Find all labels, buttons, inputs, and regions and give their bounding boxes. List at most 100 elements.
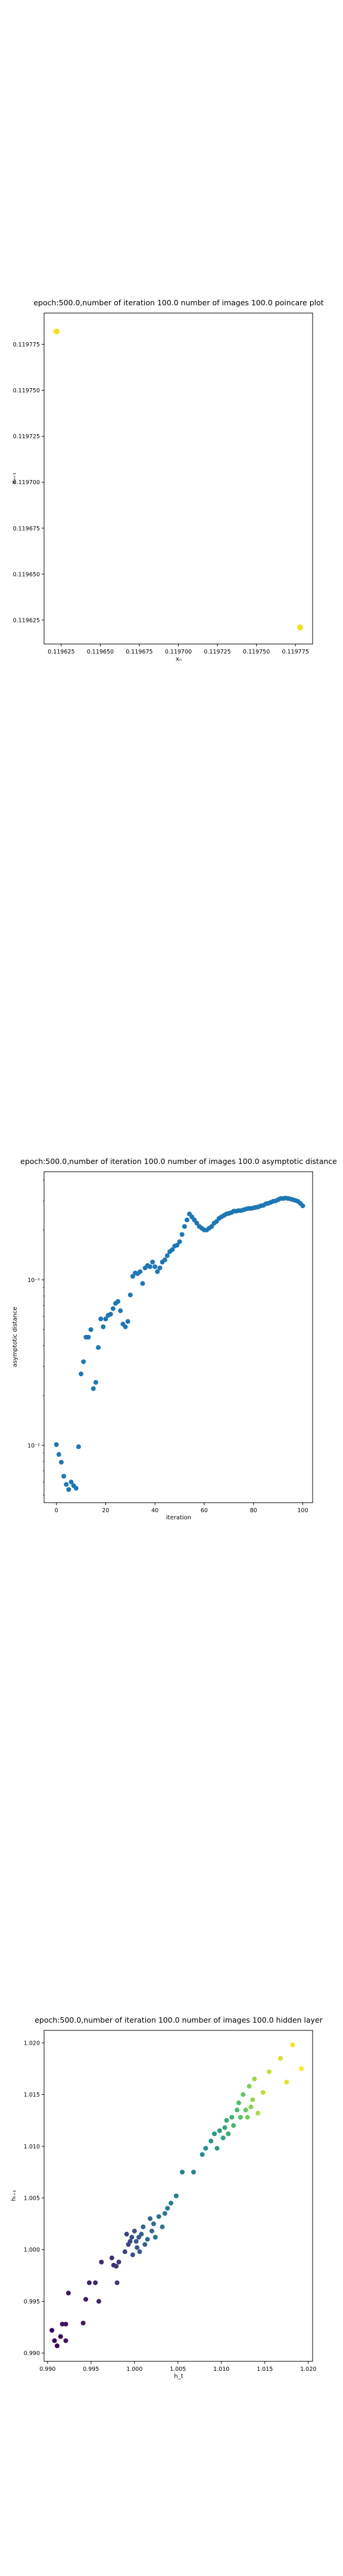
data-point xyxy=(297,624,304,631)
data-point xyxy=(277,2055,283,2061)
plot-frame xyxy=(43,312,313,645)
data-point xyxy=(96,1345,101,1350)
data-point xyxy=(83,2296,89,2302)
data-point xyxy=(52,2338,57,2343)
data-point xyxy=(164,1253,170,1258)
data-point xyxy=(53,328,60,335)
data-point xyxy=(160,2224,165,2230)
data-point xyxy=(217,2128,222,2134)
y-tick-label: 1.020 xyxy=(24,2040,40,2046)
axis-ticks: 0.990 0.995 1.000 1.005 1.010 1.015 1.020 0.990… xyxy=(24,2040,317,2373)
data-point xyxy=(114,2280,120,2286)
data-point xyxy=(123,1324,128,1330)
data-point xyxy=(60,2321,65,2327)
data-point xyxy=(88,1327,93,1332)
data-point xyxy=(236,2100,241,2106)
y-tick-label: 0.990 xyxy=(24,2351,40,2357)
chart-title: epoch:500.0,number of iteration 100.0 nu… xyxy=(20,1157,337,1166)
data-point xyxy=(245,2114,250,2120)
data-point xyxy=(212,2131,217,2137)
data-point xyxy=(133,2238,139,2244)
data-point xyxy=(103,1316,108,1321)
data-point xyxy=(56,1452,61,1457)
data-point xyxy=(80,2320,86,2326)
data-point xyxy=(179,1232,185,1237)
data-point xyxy=(152,1264,158,1270)
data-point xyxy=(222,2125,227,2131)
x-tick-label: 60 xyxy=(201,1507,208,1514)
data-point xyxy=(58,1460,64,1465)
y-tick-label: 0.119700 xyxy=(13,479,40,486)
x-tick-label: 0.995 xyxy=(83,2366,99,2373)
data-point xyxy=(116,1299,121,1304)
data-point xyxy=(152,2234,158,2240)
data-point xyxy=(122,2249,127,2255)
data-point xyxy=(299,2066,304,2072)
data-point xyxy=(68,1479,74,1485)
data-point xyxy=(231,2123,236,2128)
x-tick-label: 100 xyxy=(297,1507,308,1514)
x-tick-label: 0.990 xyxy=(39,2366,55,2373)
data-point xyxy=(156,2214,161,2219)
data-point xyxy=(180,2169,185,2175)
x-tick-label: 0.119625 xyxy=(48,649,74,655)
x-tick-label: 0.119650 xyxy=(87,649,114,655)
data-point xyxy=(145,2237,150,2242)
data-point xyxy=(208,2138,214,2144)
y-tick-label: 10⁻² xyxy=(27,1442,40,1449)
data-point xyxy=(127,2238,133,2244)
data-point xyxy=(182,1224,187,1229)
data-point xyxy=(116,2259,121,2265)
data-point xyxy=(99,2259,104,2265)
x-tick-label: 40 xyxy=(151,1507,158,1514)
data-point xyxy=(79,1371,84,1377)
data-point xyxy=(147,1264,152,1270)
data-point xyxy=(241,2092,246,2097)
data-point xyxy=(165,2206,170,2211)
data-point xyxy=(170,1247,175,1252)
data-point xyxy=(109,2255,114,2261)
x-axis-label: xₙ xyxy=(176,656,182,662)
data-point xyxy=(66,2290,71,2296)
data-point xyxy=(224,2117,229,2123)
data-point xyxy=(184,1217,189,1222)
data-point xyxy=(162,1257,167,1262)
data-point xyxy=(114,2264,119,2269)
data-point xyxy=(61,1473,67,1479)
data-point xyxy=(267,2069,272,2075)
data-point xyxy=(250,2097,255,2103)
data-point xyxy=(173,2193,179,2199)
poincare-plot-chart: epoch:500.0,number of iteration 100.0 nu… xyxy=(11,298,324,662)
data-point xyxy=(49,2327,55,2333)
y-tick-label: 1.015 xyxy=(24,2092,40,2098)
data-point xyxy=(142,2242,148,2247)
chart-title: epoch:500.0,number of iteration 100.0 nu… xyxy=(35,2015,323,2024)
data-point xyxy=(132,2228,137,2234)
data-point xyxy=(96,2299,101,2304)
y-tick-label: 1.010 xyxy=(24,2144,40,2150)
data-point xyxy=(54,1442,59,1447)
data-point xyxy=(108,1311,113,1317)
data-point xyxy=(151,2221,156,2227)
x-tick-label: 0.119725 xyxy=(204,649,230,655)
data-point xyxy=(137,2249,142,2255)
data-points xyxy=(49,2042,304,2348)
data-points xyxy=(53,328,304,631)
data-point xyxy=(66,1487,71,1493)
data-point xyxy=(101,1324,106,1330)
data-point xyxy=(209,1224,214,1229)
data-point xyxy=(220,2135,226,2141)
x-tick-label: 1.015 xyxy=(257,2366,273,2373)
data-point xyxy=(157,1265,163,1271)
x-tick-label: 0 xyxy=(55,1507,58,1514)
data-point xyxy=(73,1485,79,1491)
x-axis-label: iteration xyxy=(166,1515,191,1521)
data-point xyxy=(63,2321,68,2327)
y-axis-label: hₜ₊₁ xyxy=(11,2190,17,2202)
data-point xyxy=(174,1243,180,1248)
data-point xyxy=(229,2114,235,2120)
y-axis-label: xₙ₊₁ xyxy=(11,472,17,484)
y-tick-label: 0.119675 xyxy=(13,525,40,532)
plot-frame xyxy=(43,2030,313,2362)
y-tick-label: 0.119725 xyxy=(13,434,40,440)
